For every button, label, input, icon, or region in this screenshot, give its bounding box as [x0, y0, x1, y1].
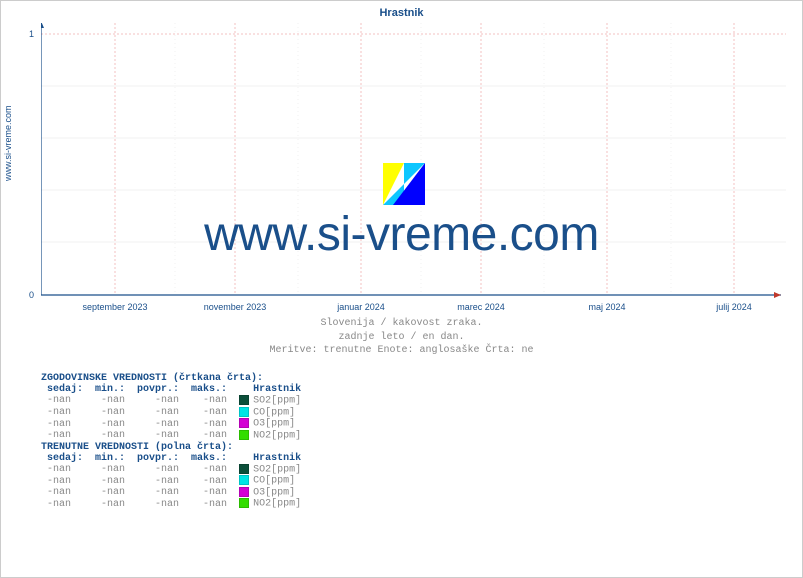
legend-swatch-icon	[239, 430, 249, 440]
legend-cell: -nan	[131, 430, 185, 442]
legend-cell: -nan	[131, 464, 185, 476]
table-row: -nan-nan-nan-nanNO2[ppm]	[41, 430, 307, 442]
legend-table: sedaj:min.:povpr.:maks.:Hrastnik-nan-nan…	[41, 384, 307, 442]
legend-cell: -nan	[89, 395, 131, 407]
legend-series-label: CO[ppm]	[253, 407, 295, 418]
legend-cell: -nan	[131, 407, 185, 419]
legend-cell: -nan	[185, 418, 233, 430]
legend-cell: -nan	[41, 464, 89, 476]
legend-col-header: povpr.:	[131, 453, 185, 464]
legend-series-cell: O3[ppm]	[233, 418, 307, 430]
legend-cell: -nan	[89, 487, 131, 499]
legend-cell: -nan	[89, 418, 131, 430]
legend-cell: -nan	[131, 395, 185, 407]
subtitle-line-1: zadnje leto / en dan.	[1, 331, 802, 345]
table-row: -nan-nan-nan-nanCO[ppm]	[41, 475, 307, 487]
table-row: -nan-nan-nan-nanO3[ppm]	[41, 487, 307, 499]
legend-col-header: Hrastnik	[233, 453, 307, 464]
legend-series-cell: SO2[ppm]	[233, 464, 307, 476]
legend-cell: -nan	[89, 407, 131, 419]
legend-swatch-icon	[239, 395, 249, 405]
subtitle-line-2: Meritve: trenutne Enote: anglosaške Črta…	[1, 344, 802, 358]
table-row: -nan-nan-nan-nanCO[ppm]	[41, 407, 307, 419]
legend-swatch-icon	[239, 418, 249, 428]
chart-title: Hrastnik	[1, 7, 802, 19]
legend: ZGODOVINSKE VREDNOSTI (črtkana črta):sed…	[41, 373, 307, 510]
subtitle-line-0: Slovenija / kakovost zraka.	[1, 317, 802, 331]
legend-col-header: maks.:	[185, 384, 233, 395]
legend-series-cell: NO2[ppm]	[233, 498, 307, 510]
legend-cell: -nan	[89, 475, 131, 487]
legend-cell: -nan	[185, 395, 233, 407]
legend-series-label: NO2[ppm]	[253, 431, 301, 442]
legend-series-cell: SO2[ppm]	[233, 395, 307, 407]
y-tick-1: 1	[29, 29, 34, 39]
legend-col-header: Hrastnik	[233, 384, 307, 395]
legend-cell: -nan	[41, 487, 89, 499]
legend-series-label: CO[ppm]	[253, 476, 295, 487]
legend-section-header: ZGODOVINSKE VREDNOSTI (črtkana črta):	[41, 373, 307, 384]
legend-cell: -nan	[41, 498, 89, 510]
legend-series-label: O3[ppm]	[253, 487, 295, 498]
legend-col-header: min.:	[89, 453, 131, 464]
legend-swatch-icon	[239, 487, 249, 497]
legend-col-header: sedaj:	[41, 453, 89, 464]
legend-series-label: NO2[ppm]	[253, 499, 301, 510]
chart-container: www.si-vreme.com Hrastnik 1 0	[0, 0, 803, 578]
source-label: www.si-vreme.com	[3, 105, 13, 181]
legend-series-cell: NO2[ppm]	[233, 430, 307, 442]
legend-cell: -nan	[89, 498, 131, 510]
legend-series-label: SO2[ppm]	[253, 464, 301, 475]
legend-series-cell: O3[ppm]	[233, 487, 307, 499]
x-tick-4: maj 2024	[588, 302, 625, 312]
table-row: -nan-nan-nan-nanO3[ppm]	[41, 418, 307, 430]
x-tick-1: november 2023	[204, 302, 267, 312]
table-row: -nan-nan-nan-nanSO2[ppm]	[41, 464, 307, 476]
legend-swatch-icon	[239, 464, 249, 474]
legend-series-cell: CO[ppm]	[233, 475, 307, 487]
table-row: -nan-nan-nan-nanNO2[ppm]	[41, 498, 307, 510]
legend-cell: -nan	[41, 418, 89, 430]
legend-cell: -nan	[131, 498, 185, 510]
legend-cell: -nan	[41, 430, 89, 442]
watermark-logo-icon	[383, 163, 425, 205]
legend-cell: -nan	[41, 475, 89, 487]
subtitle-block: Slovenija / kakovost zraka. zadnje leto …	[1, 317, 802, 358]
legend-cell: -nan	[41, 407, 89, 419]
legend-section-header: TRENUTNE VREDNOSTI (polna črta):	[41, 442, 307, 453]
legend-swatch-icon	[239, 498, 249, 508]
legend-swatch-icon	[239, 407, 249, 417]
legend-cell: -nan	[185, 498, 233, 510]
legend-cell: -nan	[131, 487, 185, 499]
legend-cell: -nan	[185, 430, 233, 442]
legend-swatch-icon	[239, 475, 249, 485]
legend-series-label: SO2[ppm]	[253, 396, 301, 407]
legend-cell: -nan	[185, 464, 233, 476]
legend-cell: -nan	[41, 395, 89, 407]
legend-cell: -nan	[131, 475, 185, 487]
legend-cell: -nan	[89, 430, 131, 442]
legend-cell: -nan	[89, 464, 131, 476]
legend-cell: -nan	[185, 475, 233, 487]
x-tick-2: januar 2024	[337, 302, 385, 312]
watermark-text: www.si-vreme.com	[1, 207, 802, 262]
x-tick-0: september 2023	[82, 302, 147, 312]
legend-table: sedaj:min.:povpr.:maks.:Hrastnik-nan-nan…	[41, 453, 307, 511]
legend-col-header: povpr.:	[131, 384, 185, 395]
y-tick-0: 0	[29, 290, 34, 300]
legend-series-label: O3[ppm]	[253, 419, 295, 430]
x-tick-3: marec 2024	[457, 302, 505, 312]
legend-cell: -nan	[185, 407, 233, 419]
legend-col-header: sedaj:	[41, 384, 89, 395]
legend-col-header: maks.:	[185, 453, 233, 464]
x-tick-5: julij 2024	[716, 302, 752, 312]
legend-cell: -nan	[131, 418, 185, 430]
table-row: -nan-nan-nan-nanSO2[ppm]	[41, 395, 307, 407]
legend-col-header: min.:	[89, 384, 131, 395]
legend-cell: -nan	[185, 487, 233, 499]
legend-series-cell: CO[ppm]	[233, 407, 307, 419]
